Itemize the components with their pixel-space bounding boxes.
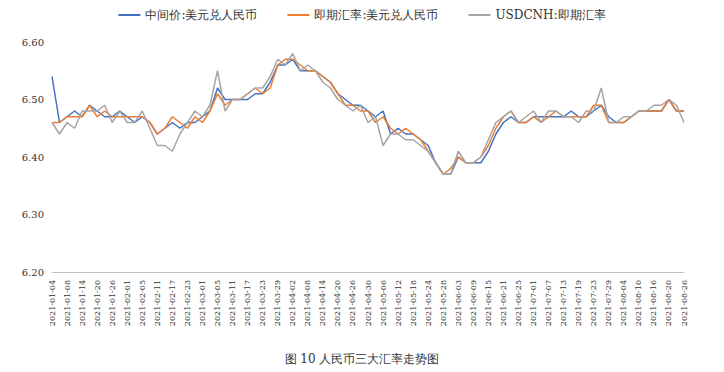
svg-text:2021-03-05: 2021-03-05: [213, 280, 222, 326]
svg-text:6.30: 6.30: [22, 209, 44, 220]
svg-text:2021-07-19: 2021-07-19: [574, 280, 583, 326]
svg-text:2021-05-12: 2021-05-12: [394, 280, 403, 326]
svg-text:2021-02-23: 2021-02-23: [183, 280, 192, 326]
svg-text:2021-07-01: 2021-07-01: [529, 280, 538, 326]
svg-text:中间价:美元兑人民币: 中间价:美元兑人民币: [145, 8, 257, 22]
svg-text:即期汇率:美元兑人民币: 即期汇率:美元兑人民币: [314, 8, 438, 22]
svg-text:2021-08-10: 2021-08-10: [634, 280, 643, 326]
svg-text:2021-01-14: 2021-01-14: [78, 280, 87, 326]
svg-text:2021-04-08: 2021-04-08: [303, 280, 312, 326]
svg-text:2021-04-14: 2021-04-14: [318, 280, 327, 326]
svg-text:2021-02-11: 2021-02-11: [153, 280, 162, 326]
svg-text:2021-01-20: 2021-01-20: [93, 280, 102, 326]
svg-text:2021-03-23: 2021-03-23: [258, 280, 267, 326]
svg-text:2021-07-07: 2021-07-07: [544, 280, 553, 326]
svg-text:2021-08-20: 2021-08-20: [664, 280, 673, 326]
svg-text:2021-08-04: 2021-08-04: [619, 280, 628, 326]
svg-text:6.20: 6.20: [22, 267, 44, 278]
svg-text:2021-01-26: 2021-01-26: [108, 280, 117, 326]
svg-text:2021-05-06: 2021-05-06: [379, 280, 388, 326]
svg-text:2021-05-18: 2021-05-18: [409, 280, 418, 326]
svg-text:USDCNH:即期汇率: USDCNH:即期汇率: [495, 8, 605, 22]
svg-text:2021-06-09: 2021-06-09: [469, 280, 478, 326]
svg-text:2021-02-01: 2021-02-01: [123, 280, 132, 326]
svg-text:2021-02-05: 2021-02-05: [138, 280, 147, 326]
svg-text:2021-07-29: 2021-07-29: [604, 280, 613, 326]
svg-text:2021-06-21: 2021-06-21: [499, 280, 508, 326]
svg-text:2021-04-20: 2021-04-20: [333, 280, 342, 326]
svg-text:2021-07-23: 2021-07-23: [589, 280, 598, 326]
svg-text:2021-03-11: 2021-03-11: [228, 280, 237, 326]
svg-text:2021-04-26: 2021-04-26: [348, 280, 357, 326]
svg-text:2021-01-08: 2021-01-08: [63, 280, 72, 326]
svg-text:6.40: 6.40: [22, 152, 44, 163]
svg-text:2021-03-29: 2021-03-29: [273, 280, 282, 326]
svg-text:6.50: 6.50: [22, 94, 44, 105]
svg-text:2021-05-24: 2021-05-24: [424, 280, 433, 326]
svg-text:2021-03-01: 2021-03-01: [198, 280, 207, 326]
svg-text:2021-02-17: 2021-02-17: [168, 280, 177, 326]
svg-text:2021-03-17: 2021-03-17: [243, 280, 252, 326]
svg-text:2021-06-25: 2021-06-25: [514, 280, 523, 326]
svg-text:6.60: 6.60: [22, 37, 44, 48]
svg-text:图 10 人民币三大汇率走势图: 图 10 人民币三大汇率走势图: [285, 352, 440, 366]
svg-text:2021-01-04: 2021-01-04: [48, 280, 57, 326]
svg-text:2021-04-02: 2021-04-02: [288, 280, 297, 326]
svg-text:2021-08-26: 2021-08-26: [680, 280, 689, 326]
svg-text:2021-04-30: 2021-04-30: [364, 280, 373, 326]
svg-text:2021-06-03: 2021-06-03: [454, 280, 463, 326]
svg-text:2021-06-15: 2021-06-15: [484, 280, 493, 326]
svg-text:2021-05-28: 2021-05-28: [439, 280, 448, 326]
svg-text:2021-08-16: 2021-08-16: [649, 280, 658, 326]
svg-text:2021-07-13: 2021-07-13: [559, 280, 568, 326]
